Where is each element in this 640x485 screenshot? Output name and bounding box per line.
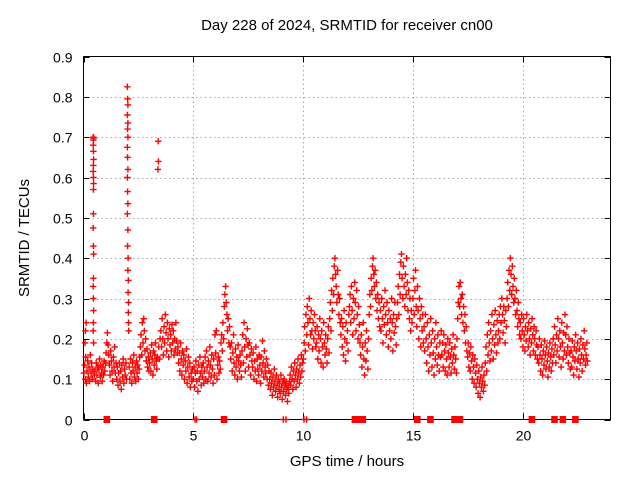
y-tick-label: 0 — [65, 413, 73, 429]
y-tick-label: 0.2 — [53, 332, 73, 348]
y-tick-label: 0.4 — [53, 251, 73, 267]
x-axis-label: GPS time / hours — [290, 453, 404, 470]
x-tick-label: 20 — [516, 428, 532, 444]
event-square-marker — [150, 416, 158, 423]
event-square-marker — [572, 416, 579, 423]
y-tick-label: 0.1 — [53, 372, 73, 388]
y-tick-label: 0.9 — [53, 50, 73, 66]
event-square-marker — [427, 416, 434, 423]
event-square-marker — [559, 416, 567, 423]
event-square-marker — [351, 416, 359, 423]
event-square-marker — [456, 416, 464, 423]
x-tick-label: 15 — [406, 428, 422, 444]
axis-tick-labels: 0 5 10 15 20 0 0.1 0.2 0.3 0.4 0.5 0.6 0.7 0.8 0.9 — [53, 50, 531, 444]
y-axis-label: SRMTID / TECUs — [16, 179, 33, 297]
event-square-marker — [551, 416, 558, 423]
x-tick-label: 5 — [190, 428, 198, 444]
event-square-marker — [528, 416, 536, 423]
scatter-plus-markers — [80, 83, 591, 423]
event-square-marker — [220, 416, 228, 423]
event-square-marker — [359, 416, 367, 423]
event-square-marker — [103, 416, 111, 423]
gridlines — [83, 56, 611, 420]
x-tick-label: 10 — [296, 428, 312, 444]
event-square-marker — [414, 416, 421, 423]
axis-ticks — [83, 56, 611, 421]
data-points — [80, 83, 591, 423]
y-tick-label: 0.8 — [53, 90, 73, 106]
chart-title: Day 228 of 2024, SRMTID for receiver cn0… — [201, 17, 493, 34]
y-tick-label: 0.3 — [53, 292, 73, 308]
plot-border — [83, 56, 611, 420]
y-tick-label: 0.5 — [53, 211, 73, 227]
x-tick-label: 0 — [81, 428, 89, 444]
y-tick-label: 0.7 — [53, 130, 73, 146]
y-tick-label: 0.6 — [53, 171, 73, 187]
